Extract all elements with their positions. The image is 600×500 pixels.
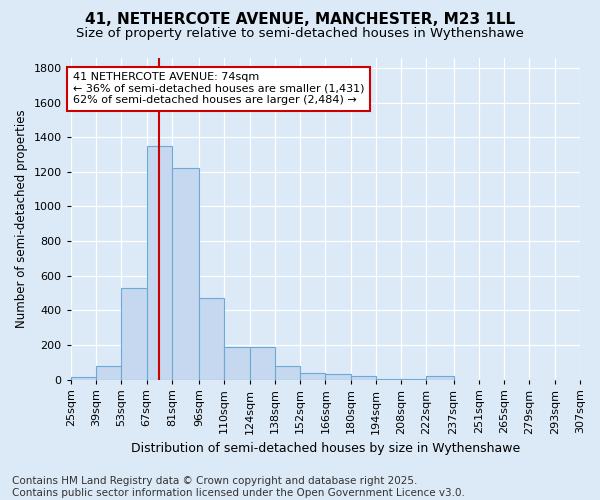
- Bar: [96, 366, 121, 380]
- Y-axis label: Number of semi-detached properties: Number of semi-detached properties: [15, 109, 28, 328]
- Bar: [376, 378, 401, 380]
- Text: Size of property relative to semi-detached houses in Wythenshawe: Size of property relative to semi-detach…: [76, 28, 524, 40]
- Bar: [250, 348, 275, 380]
- Bar: [224, 348, 250, 380]
- Bar: [146, 146, 172, 380]
- Bar: [172, 168, 199, 380]
- Text: 41, NETHERCOTE AVENUE, MANCHESTER, M23 1LL: 41, NETHERCOTE AVENUE, MANCHESTER, M23 1…: [85, 12, 515, 28]
- Text: 41 NETHERCOTE AVENUE: 74sqm
← 36% of semi-detached houses are smaller (1,431)
62: 41 NETHERCOTE AVENUE: 74sqm ← 36% of sem…: [73, 72, 364, 106]
- Bar: [199, 298, 224, 380]
- Bar: [401, 378, 427, 380]
- Bar: [71, 377, 96, 380]
- Bar: [325, 374, 350, 380]
- Text: Contains HM Land Registry data © Crown copyright and database right 2025.
Contai: Contains HM Land Registry data © Crown c…: [12, 476, 465, 498]
- Bar: [350, 376, 376, 380]
- X-axis label: Distribution of semi-detached houses by size in Wythenshawe: Distribution of semi-detached houses by …: [131, 442, 520, 455]
- Bar: [300, 372, 325, 380]
- Bar: [121, 288, 146, 380]
- Bar: [275, 366, 300, 380]
- Bar: [427, 376, 454, 380]
